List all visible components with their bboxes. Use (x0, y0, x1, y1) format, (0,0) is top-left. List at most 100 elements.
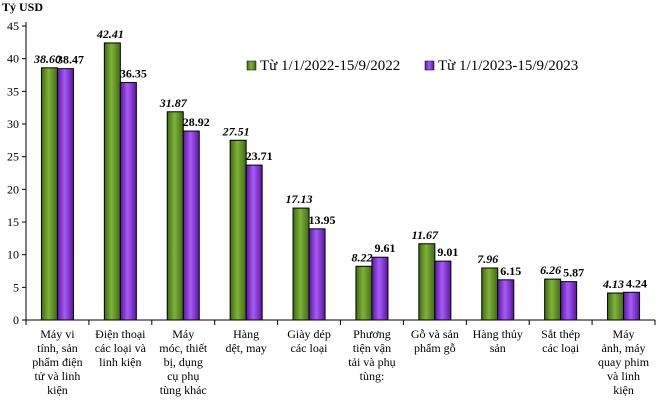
data-label-2023: 5.87 (563, 266, 584, 280)
category-label-line: Máy vi (40, 327, 75, 341)
category-label-line: Giày dép (287, 327, 331, 341)
category-label: Hàng thủy sản (473, 327, 523, 355)
category-label-line: ảnh, máy (602, 341, 646, 355)
data-label-2023: 28.92 (183, 115, 210, 129)
category-label-line: Sắt thép (541, 327, 580, 341)
bar-2023 (119, 82, 137, 321)
bar-2023 (560, 281, 578, 321)
category-label-line: cụ phụ (167, 369, 199, 383)
category-label-line: Phương (353, 327, 391, 341)
data-label-2022: 38.60 (33, 52, 61, 66)
category-label-line: và linh (607, 369, 640, 383)
y-tick-label: 45 (7, 19, 19, 33)
bar-2022 (481, 267, 499, 321)
data-label-2022: 17.13 (286, 192, 313, 206)
bar-2023 (434, 260, 452, 321)
data-label-2023: 9.01 (437, 245, 458, 259)
bar-2022 (418, 243, 436, 321)
category-labels: Máy vi tính, sản phẩm điện tử và linh kiệnĐi… (32, 327, 649, 397)
bar-2022 (544, 278, 562, 321)
y-tick-label: 40 (7, 52, 19, 66)
data-label-2023: 6.15 (500, 264, 521, 278)
data-label-2022: 8.22 (351, 250, 372, 264)
data-label-2022: 42.41 (96, 27, 124, 41)
legend-label-2022: Từ 1/1/2022-15/9/2022 (260, 58, 400, 74)
category-label-line: Máy (613, 327, 635, 341)
bar-2023 (245, 164, 263, 321)
category-label-line: phẩm gỗ (414, 341, 456, 355)
bar-2022 (607, 292, 625, 321)
category-label-line: Hàng thủy (473, 327, 523, 341)
category-label-line: phẩm điện (32, 355, 82, 369)
data-label-2023: 38.47 (57, 53, 84, 67)
y-tick-label: 10 (7, 248, 19, 262)
bar-2023 (56, 68, 74, 321)
y-tick-label: 25 (7, 150, 19, 164)
legend-label-2023: Từ 1/1/2023-15/9/2023 (438, 58, 578, 74)
legend: Từ 1/1/2022-15/9/2022 Từ 1/1/2023-15/9/20… (246, 58, 578, 74)
category-label-line: móc, thiết (159, 341, 208, 355)
category-label-line: sản (490, 341, 506, 355)
category-label: Gỗ và sản phẩm gỗ (411, 327, 459, 355)
legend-swatch-2022 (246, 60, 257, 71)
category-label: Giày dép các loại (287, 327, 331, 355)
data-label-2022: 11.67 (412, 228, 439, 242)
category-label-line: kiện (613, 383, 634, 397)
category-label-line: dệt, may (225, 341, 266, 355)
y-tick-label: 20 (7, 182, 19, 196)
bar-2022 (355, 265, 373, 321)
category-label: Máy ảnh, máy quay phim và linh kiện (598, 327, 650, 397)
y-tick-label: 35 (7, 84, 19, 98)
y-tick-label: 0 (13, 313, 19, 327)
category-label-line: bị, dụng (164, 355, 203, 369)
y-tick-label: 30 (7, 117, 19, 131)
bar-2023 (182, 130, 200, 321)
category-label-line: Hàng (233, 327, 259, 341)
bars (40, 42, 641, 321)
bar-2023 (308, 228, 326, 321)
category-label-line: quay phim (598, 355, 650, 369)
y-tick-label: 15 (7, 215, 19, 229)
legend-swatch-2023 (424, 60, 435, 71)
category-label-line: kiện (47, 383, 68, 397)
data-label-2022: 4.13 (602, 277, 624, 291)
category-label-line: tử và linh (35, 369, 81, 383)
bar-2022 (40, 67, 58, 321)
category-label: Hàng dệt, may (225, 327, 266, 355)
category-label-line: Máy (172, 327, 194, 341)
y-axis-unit-label: Tỷ USD (2, 0, 43, 14)
data-label-2022: 27.51 (222, 124, 250, 138)
category-label-line: các loại (542, 341, 580, 355)
bar-2022 (229, 139, 247, 321)
data-label-2023: 4.24 (626, 276, 647, 290)
category-label-line: tải và phụ (348, 355, 395, 369)
data-label-2022: 31.87 (159, 96, 188, 110)
category-label: Máy móc, thiết bị, dụng cụ phụ tùng khác (159, 327, 208, 397)
data-label-2023: 36.35 (120, 67, 147, 81)
bar-2022 (166, 111, 184, 321)
category-label-line: các loại và (95, 341, 147, 355)
data-label-2022: 7.96 (477, 252, 498, 266)
category-label-line: tùng: (360, 369, 385, 383)
category-label-line: linh kiện (99, 355, 141, 369)
category-label-line: Gỗ và sản (411, 327, 459, 341)
category-label: Máy vi tính, sản phẩm điện tử và linh kiện (32, 327, 82, 397)
data-label-2022: 6.26 (540, 263, 561, 277)
data-label-2023: 13.95 (309, 213, 336, 227)
data-label-2023: 9.61 (374, 241, 395, 255)
bar-2023 (623, 291, 641, 321)
category-label: Điện thoại các loại và linh kiện (95, 327, 147, 369)
category-label-line: Điện thoại (95, 327, 146, 341)
category-label-line: tính, sản (37, 341, 78, 355)
category-label-line: tiện vận (353, 341, 391, 355)
bar-2022 (292, 207, 310, 321)
bar-2023 (371, 256, 389, 321)
bar-2022 (103, 42, 121, 321)
category-label-line: các loại (291, 341, 329, 355)
y-tick-label: 5 (13, 280, 19, 294)
category-label: Phương tiện vận tải và phụ tùng: (348, 327, 395, 383)
category-label: Sắt thép các loại (541, 327, 580, 355)
